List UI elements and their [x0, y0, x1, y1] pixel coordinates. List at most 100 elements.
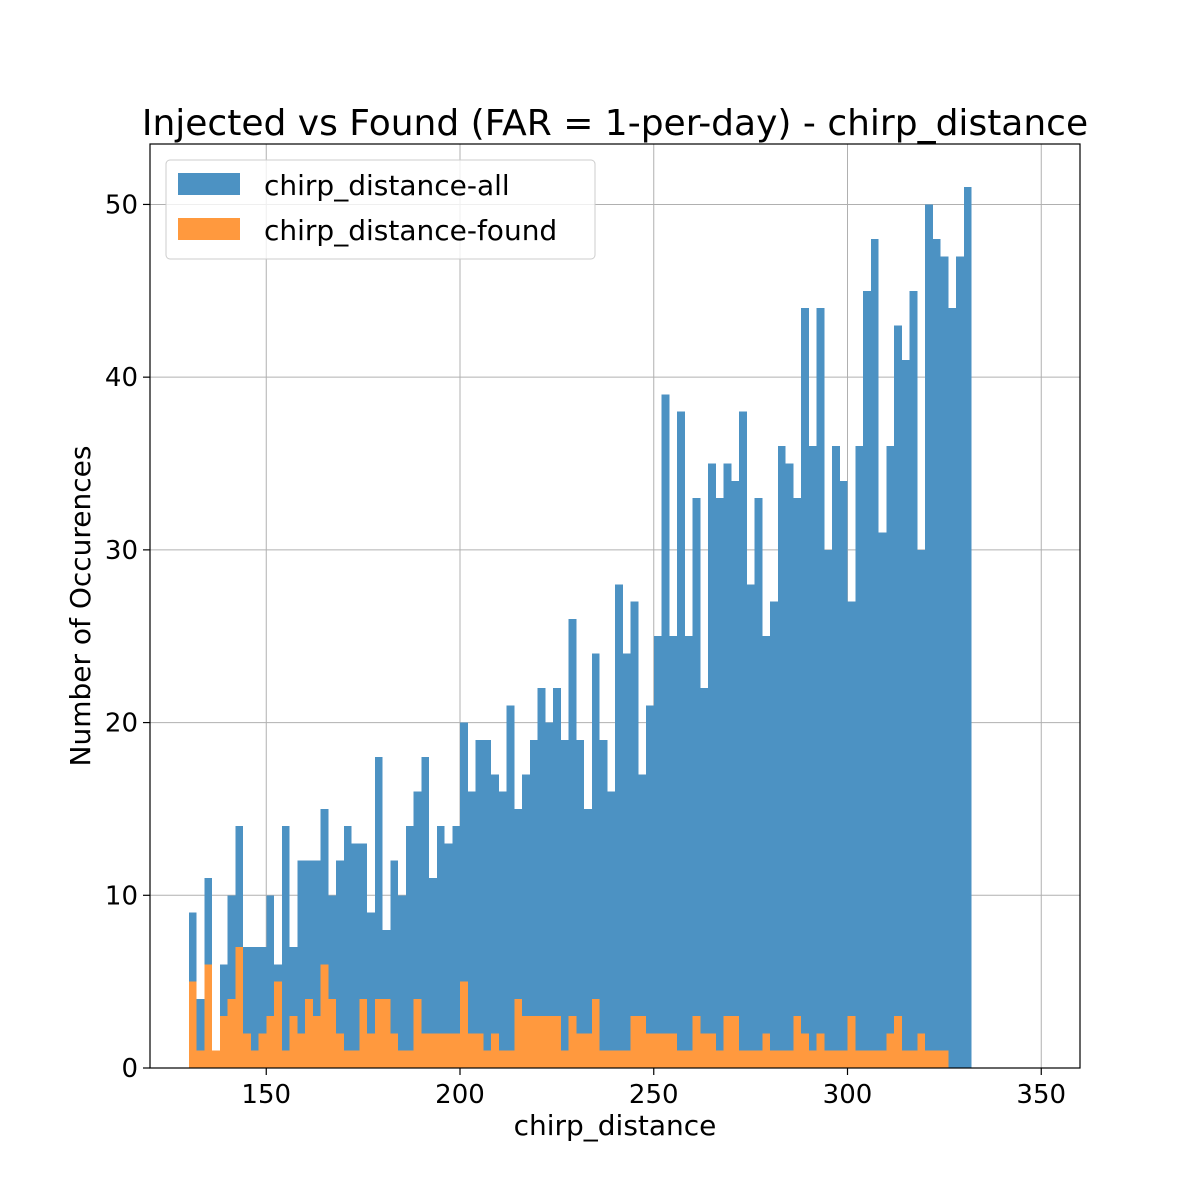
bar — [963, 187, 972, 1069]
bar — [545, 1016, 553, 1068]
bar — [855, 446, 863, 1068]
bar — [591, 653, 600, 1068]
bar — [467, 1033, 476, 1068]
bar — [374, 998, 383, 1068]
x-tick-label: 200 — [435, 1080, 485, 1110]
x-axis-title: chirp_distance — [514, 1109, 717, 1142]
bar — [429, 878, 437, 1068]
bar — [607, 791, 615, 1068]
bar — [553, 1016, 561, 1068]
y-tick-label: 10 — [105, 881, 138, 911]
bar — [762, 636, 770, 1068]
bar — [382, 998, 391, 1068]
bar — [739, 1050, 747, 1068]
bar — [475, 739, 484, 1068]
bar — [537, 1016, 546, 1068]
bar — [925, 204, 933, 1068]
x-tick-label: 150 — [241, 1080, 291, 1110]
bar — [452, 826, 460, 1068]
bar — [258, 947, 267, 1068]
bar — [700, 688, 708, 1068]
bar — [305, 860, 313, 1068]
bar — [607, 1050, 615, 1068]
bar — [917, 549, 925, 1068]
bar — [661, 394, 670, 1068]
bar — [754, 498, 763, 1069]
bar — [909, 1050, 918, 1068]
bar — [622, 653, 631, 1068]
bar — [692, 498, 701, 1069]
bar — [204, 964, 212, 1068]
bar — [684, 636, 693, 1068]
bar — [739, 411, 747, 1068]
bar — [258, 1033, 267, 1068]
bar — [824, 549, 832, 1068]
bar — [723, 463, 732, 1068]
bar — [351, 843, 360, 1068]
bar — [475, 1033, 484, 1068]
bar — [824, 1050, 832, 1068]
bar — [808, 446, 817, 1068]
legend-swatch-found — [178, 218, 240, 240]
bar — [188, 981, 197, 1068]
bar — [777, 1050, 786, 1068]
bar — [832, 446, 840, 1068]
bar — [901, 359, 910, 1069]
bar — [878, 532, 887, 1068]
bar — [328, 998, 336, 1068]
bar — [661, 1033, 670, 1068]
bar — [847, 1016, 856, 1068]
bar — [514, 998, 522, 1068]
bar — [653, 636, 662, 1068]
bar — [599, 1050, 608, 1068]
legend-frame — [165, 159, 596, 260]
bar — [491, 1033, 499, 1068]
y-tick-label: 50 — [105, 190, 138, 220]
bar — [196, 1050, 205, 1068]
x-tick-label: 350 — [1016, 1080, 1066, 1110]
bar — [281, 826, 290, 1068]
plot-frame — [149, 143, 1081, 1069]
bar — [343, 1050, 352, 1068]
bar — [576, 1033, 584, 1068]
bar — [560, 739, 569, 1068]
bar — [320, 808, 329, 1068]
bar — [421, 1033, 429, 1068]
bar — [289, 947, 298, 1068]
bar — [576, 739, 584, 1068]
bar — [460, 981, 468, 1068]
bar — [956, 256, 964, 1068]
bar — [343, 826, 352, 1068]
bar — [529, 1016, 538, 1068]
bar — [506, 705, 515, 1068]
bar — [770, 601, 778, 1068]
bar — [615, 1050, 623, 1068]
bar — [312, 860, 321, 1068]
bar — [390, 860, 398, 1068]
bar — [839, 1050, 848, 1068]
bar — [785, 463, 794, 1068]
bar — [731, 1016, 739, 1068]
bar — [444, 1033, 453, 1068]
bar — [878, 1050, 887, 1068]
bar — [948, 308, 956, 1068]
bar — [537, 688, 546, 1068]
chart-title: Injected vs Found (FAR = 1-per-day) - ch… — [142, 103, 1088, 144]
bar — [436, 1033, 445, 1068]
bar — [754, 1050, 763, 1068]
bar — [405, 1050, 414, 1068]
bar — [870, 1050, 879, 1068]
series-0 — [188, 187, 972, 1069]
bar — [367, 912, 375, 1068]
bar — [367, 1033, 375, 1068]
bar — [281, 1050, 290, 1068]
bar — [266, 895, 274, 1068]
bar — [297, 860, 305, 1068]
bar — [413, 998, 422, 1068]
legend-label-found: chirp_distance-found — [264, 214, 557, 247]
bar — [514, 808, 522, 1068]
bar — [886, 446, 894, 1068]
bar — [793, 1016, 801, 1068]
bar — [832, 1050, 840, 1068]
bar — [901, 1050, 910, 1068]
